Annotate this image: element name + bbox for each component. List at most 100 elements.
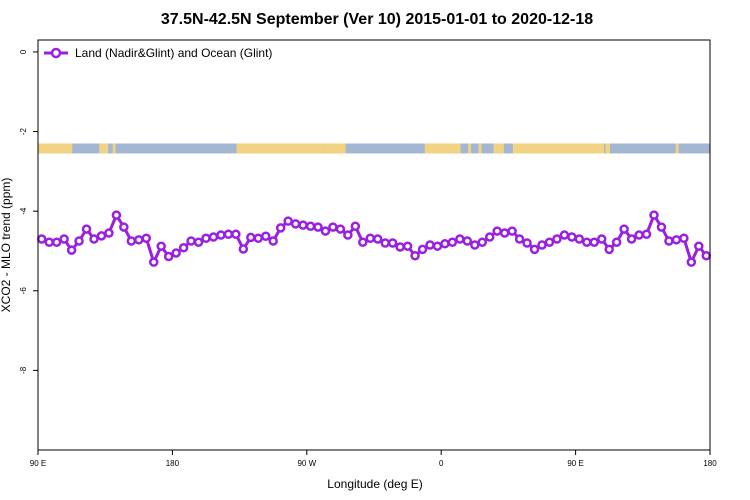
y-tick-label: -4 xyxy=(19,207,28,215)
data-point xyxy=(51,237,62,247)
data-point xyxy=(223,229,234,240)
data-point xyxy=(559,230,570,240)
data-point xyxy=(238,244,249,254)
data-point xyxy=(484,232,495,242)
data-point xyxy=(574,234,585,244)
data-point xyxy=(350,221,361,232)
y-axis-ticks: 0 -2 -4 -6 -8 xyxy=(19,49,38,374)
data-point xyxy=(148,257,159,267)
x-tick-label: 0 xyxy=(439,459,444,468)
data-point xyxy=(604,244,614,255)
x-tick-label: 90 W xyxy=(297,459,316,468)
data-point xyxy=(694,241,704,251)
data-point xyxy=(171,248,181,258)
legend-label: Land (Nadir&Glint) and Ocean (Glint) xyxy=(75,46,272,60)
data-point xyxy=(470,240,480,250)
land-segment xyxy=(468,143,472,154)
data-point xyxy=(290,219,301,229)
series-layer xyxy=(36,210,712,267)
data-point xyxy=(305,221,316,232)
data-point xyxy=(514,234,525,244)
data-point xyxy=(89,234,99,244)
land-segment xyxy=(478,143,482,154)
data-point xyxy=(126,236,137,246)
data-point xyxy=(611,237,622,247)
data-point xyxy=(59,234,69,244)
land-segment xyxy=(512,143,604,154)
data-point xyxy=(671,235,682,245)
data-point xyxy=(619,224,629,234)
data-point xyxy=(462,236,473,246)
data-point xyxy=(104,228,114,238)
legend: Land (Nadir&Glint) and Ocean (Glint) xyxy=(44,46,272,60)
data-point xyxy=(701,250,712,261)
data-point xyxy=(74,236,84,246)
y-tick-label: -8 xyxy=(19,366,28,374)
land-segment xyxy=(236,143,325,154)
data-point xyxy=(275,223,286,233)
data-point xyxy=(298,220,308,230)
data-point xyxy=(387,238,398,248)
y-tick-label: 0 xyxy=(19,49,28,54)
data-point xyxy=(477,237,488,247)
x-tick-label: 90 E xyxy=(567,459,583,468)
data-point xyxy=(141,233,152,243)
land-segment xyxy=(324,143,346,154)
data-point xyxy=(358,237,368,247)
data-point xyxy=(81,224,92,234)
data-point xyxy=(679,233,689,243)
data-point xyxy=(395,242,405,252)
data-point xyxy=(283,216,293,226)
plot-frame xyxy=(37,39,711,451)
data-point xyxy=(626,234,637,244)
data-point xyxy=(253,233,264,243)
data-point xyxy=(365,233,376,243)
x-axis-label: Longitude (deg E) xyxy=(327,477,422,491)
data-point xyxy=(268,236,278,246)
land-segment xyxy=(424,143,461,154)
data-point xyxy=(417,244,428,255)
data-point xyxy=(156,241,166,251)
land-ocean-band xyxy=(38,143,710,154)
data-point xyxy=(163,251,174,262)
data-point xyxy=(96,231,107,241)
data-point xyxy=(380,238,390,248)
data-point xyxy=(201,233,211,243)
y-tick-label: -6 xyxy=(19,287,28,295)
land-segment xyxy=(493,143,504,154)
land-segment xyxy=(99,143,109,154)
data-point xyxy=(529,244,540,255)
data-point xyxy=(402,241,413,251)
data-point xyxy=(656,222,667,232)
data-point xyxy=(522,238,532,248)
data-point xyxy=(649,210,659,220)
data-point xyxy=(440,239,450,249)
data-point xyxy=(447,237,458,247)
data-point xyxy=(44,237,54,247)
data-point xyxy=(641,229,652,240)
data-point xyxy=(231,229,241,240)
data-point xyxy=(111,210,122,220)
data-point xyxy=(582,237,592,247)
data-point xyxy=(119,222,129,232)
data-point xyxy=(260,231,271,241)
data-point xyxy=(425,240,435,250)
data-point xyxy=(335,224,346,234)
data-point xyxy=(410,250,420,261)
data-point xyxy=(193,237,204,247)
data-point xyxy=(66,245,77,255)
x-tick-label: 180 xyxy=(703,459,717,468)
land-segment xyxy=(675,143,679,154)
land-segment xyxy=(112,143,116,154)
chart-title: 37.5N-42.5N September (Ver 10) 2015-01-0… xyxy=(161,11,593,28)
data-point xyxy=(372,234,383,244)
data-point xyxy=(328,222,338,232)
data-point xyxy=(634,230,644,240)
data-point xyxy=(216,230,226,240)
ocean-band xyxy=(38,143,710,154)
data-point xyxy=(36,234,47,244)
land-segment xyxy=(605,143,610,154)
x-axis-ticks: 90 E 180 90 W 0 90 E 180 xyxy=(30,450,717,468)
data-point xyxy=(134,235,144,245)
